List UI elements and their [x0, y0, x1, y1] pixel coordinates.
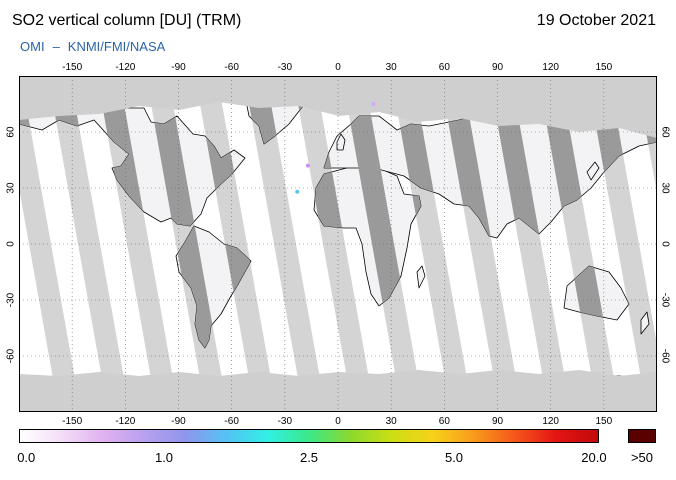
lon-tick-label-bottom: -30 [277, 416, 293, 427]
orbit-gap-swath [97, 76, 179, 412]
orbit-gap-swath [293, 76, 375, 412]
japan [586, 161, 600, 181]
so2-plume-spot [305, 163, 310, 168]
map-frame [19, 76, 657, 412]
lon-tick-label-top: 0 [335, 62, 341, 73]
lon-tick-label-bottom: 30 [385, 416, 397, 427]
lon-tick-label-top: -30 [277, 62, 293, 73]
lon-tick-label-top: 60 [438, 62, 450, 73]
colorbar-label: 1.0 [154, 450, 174, 465]
lon-tick-label-bottom: 150 [595, 416, 613, 427]
lat-tick-label-right: 60 [659, 126, 671, 138]
lat-tick-label-right: -30 [659, 292, 671, 308]
new-zealand [640, 311, 650, 335]
great-britain [336, 133, 346, 151]
lon-tick-label-top: -150 [62, 62, 83, 73]
lon-tick-label-top: 30 [385, 62, 397, 73]
lat-tick-label-right: 0 [659, 241, 671, 247]
so2-plume-spot [371, 102, 376, 106]
colorbar-label: 20.0 [581, 450, 607, 465]
lon-tick-label-top: 150 [595, 62, 613, 73]
lon-tick-label-bottom: 0 [335, 416, 341, 427]
colorbar-label: 5.0 [444, 450, 464, 465]
credit-separator: – [52, 39, 60, 54]
lon-tick-label-bottom: -60 [224, 416, 239, 427]
lon-tick-label-bottom: -120 [115, 416, 136, 427]
orbit-gap-swath [48, 76, 130, 412]
north-polar-no-data [19, 76, 657, 138]
graticule [19, 76, 657, 412]
agencies-label: KNMI/FMI/NASA [67, 39, 166, 54]
colorbar-label: 0.0 [17, 450, 36, 465]
lat-tick-label-right: -60 [659, 348, 671, 364]
data-credit: OMI – KNMI/FMI/NASA [20, 39, 165, 54]
so2-plume-spot [295, 189, 300, 194]
lon-tick-label-bottom: -90 [171, 416, 186, 427]
map-date: 19 October 2021 [536, 12, 656, 29]
colorbar [19, 429, 599, 443]
lon-tick-label-top: -90 [171, 62, 186, 73]
world-map [19, 76, 657, 412]
lon-tick-label-bottom: 120 [542, 416, 559, 427]
lat-tick-label-left: 30 [5, 182, 17, 194]
lon-tick-label-top: 120 [542, 62, 559, 73]
lon-tick-label-top: -120 [115, 62, 136, 73]
lon-tick-label-bottom: 90 [491, 416, 504, 427]
lon-tick-label-top: 90 [491, 62, 504, 73]
lat-tick-label-left: 0 [5, 241, 17, 247]
lon-tick-label-bottom: -150 [62, 416, 83, 427]
so2-plumes [295, 102, 376, 194]
colorbar-max-swatch [628, 429, 656, 443]
instrument-label: OMI [20, 39, 45, 54]
map-title: SO2 vertical column [DU] (TRM) [12, 12, 242, 29]
orbit-gap-swath [19, 76, 81, 412]
lat-tick-label-left: -60 [5, 348, 17, 364]
colorbar-max-label: >50 [630, 450, 654, 465]
lon-tick-label-top: -60 [224, 62, 239, 73]
lat-tick-label-left: 60 [5, 126, 17, 138]
lat-tick-label-right: 30 [659, 182, 671, 194]
madagascar [416, 265, 426, 289]
colorbar-label: 2.5 [299, 450, 319, 465]
lon-tick-label-bottom: 60 [438, 416, 450, 427]
lat-tick-label-left: -30 [5, 292, 17, 308]
